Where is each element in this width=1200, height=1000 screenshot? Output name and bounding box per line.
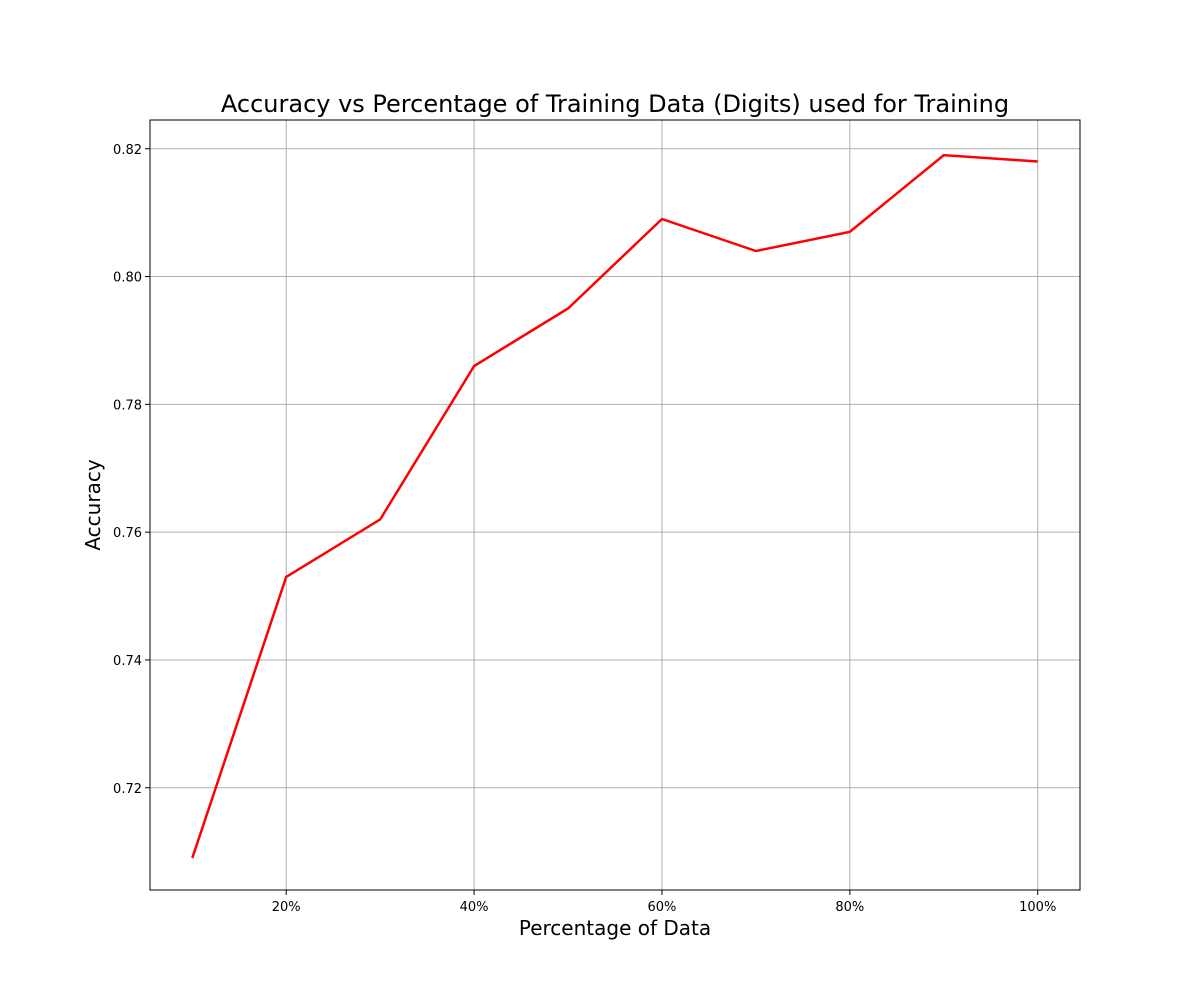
y-tick-label: 0.82: [113, 143, 142, 158]
chart-title: Accuracy vs Percentage of Training Data …: [221, 90, 1009, 118]
x-tick-label: 100%: [1019, 900, 1056, 915]
y-tick-label: 0.78: [113, 398, 142, 413]
grid: [150, 120, 1080, 890]
y-tick-label: 0.76: [113, 526, 142, 541]
x-tick-label: 60%: [648, 900, 677, 915]
y-tick-label: 0.74: [113, 654, 142, 669]
series-layer: [191, 153, 1038, 859]
x-axis: 20% 40% 60% 80% 100%: [272, 890, 1056, 915]
y-axis-label: Accuracy: [81, 459, 105, 550]
y-tick-label: 0.80: [113, 271, 142, 286]
x-tick-label: 20%: [272, 900, 301, 915]
x-tick-label: 40%: [460, 900, 489, 915]
series-line: [191, 153, 1038, 859]
y-axis: 0.72 0.74 0.76 0.78 0.80 0.82: [113, 143, 150, 797]
y-tick-label: 0.72: [113, 782, 142, 797]
x-tick-label: 80%: [835, 900, 864, 915]
plot-frame: [149, 119, 1081, 891]
x-axis-label: Percentage of Data: [519, 916, 711, 940]
